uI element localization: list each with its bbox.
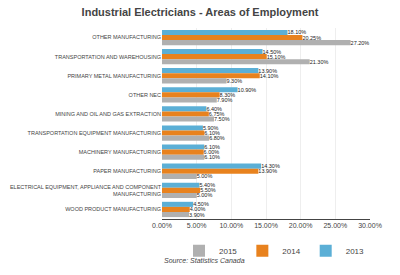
svg-text:3.90%: 3.90% [189,212,205,218]
svg-text:5.40%: 5.40% [199,182,215,188]
svg-text:14.30%: 14.30% [261,163,280,169]
svg-text:6.10%: 6.10% [204,154,220,160]
svg-text:10.00%: 10.00% [219,222,243,229]
svg-text:6.75%: 6.75% [209,111,225,117]
svg-text:5.00%: 5.00% [197,173,213,179]
svg-text:5.50%: 5.50% [200,187,216,193]
svg-text:20.25%: 20.25% [302,35,321,41]
svg-text:27.20%: 27.20% [351,40,370,46]
svg-text:18.10%: 18.10% [287,29,306,35]
svg-text:10.90%: 10.90% [238,87,257,93]
svg-text:5.00%: 5.00% [197,192,213,198]
svg-text:2015: 2015 [219,247,237,256]
svg-text:6.10%: 6.10% [204,144,220,150]
svg-text:8.30%: 8.30% [220,92,236,98]
svg-text:4.00%: 4.00% [190,206,206,212]
svg-text:Industrial Electricians - Area: Industrial Electricians - Areas of Emplo… [82,6,319,18]
svg-text:TRANSPORTATION EQUIPMENT MANUF: TRANSPORTATION EQUIPMENT MANUFACTURING [28,130,161,136]
svg-text:TRANSPORTATION AND WAREHOUSING: TRANSPORTATION AND WAREHOUSING [55,54,161,60]
svg-text:5.00%: 5.00% [187,222,207,229]
svg-text:OTHER NEC: OTHER NEC [129,92,161,98]
svg-text:9.30%: 9.30% [226,78,242,84]
svg-text:0.00%: 0.00% [152,222,172,229]
svg-text:WOOD PRODUCT MANUFACTURING: WOOD PRODUCT MANUFACTURING [65,206,161,212]
svg-text:15.10%: 15.10% [267,54,286,60]
svg-text:Source: Statistics Canada: Source: Statistics Canada [164,257,245,264]
svg-text:21.30%: 21.30% [310,59,329,65]
svg-text:6.80%: 6.80% [209,135,225,141]
svg-text:MINING AND OIL AND GAS EXTRACT: MINING AND OIL AND GAS EXTRACTION [55,111,161,117]
svg-text:ELECTRICAL EQUIPMENT, APPLIANC: ELECTRICAL EQUIPMENT, APPLIANCE AND COMP… [10,184,162,197]
svg-text:30.00%: 30.00% [358,222,382,229]
svg-text:PRIMARY METAL MANUFACTURING: PRIMARY METAL MANUFACTURING [67,73,161,79]
svg-text:PAPER MANUFACTURING: PAPER MANUFACTURING [93,168,161,174]
svg-text:5.90%: 5.90% [203,125,219,131]
svg-text:13.90%: 13.90% [258,68,277,74]
svg-text:14.10%: 14.10% [260,73,279,79]
svg-text:25.00%: 25.00% [323,222,347,229]
svg-text:15.00%: 15.00% [254,222,278,229]
svg-text:20.00%: 20.00% [289,222,313,229]
svg-text:7.50%: 7.50% [214,116,230,122]
svg-text:2013: 2013 [346,247,364,256]
svg-text:2014: 2014 [282,247,300,256]
svg-text:7.90%: 7.90% [217,97,233,103]
svg-text:4.50%: 4.50% [193,201,209,207]
svg-text:MACHINERY MANUFACTURING: MACHINERY MANUFACTURING [79,149,161,155]
svg-text:6.00%: 6.00% [204,149,220,155]
svg-text:14.50%: 14.50% [263,49,282,55]
svg-text:OTHER MANUFACTURING: OTHER MANUFACTURING [92,34,161,40]
svg-text:13.90%: 13.90% [258,168,277,174]
svg-text:6.10%: 6.10% [204,130,220,136]
svg-text:6.40%: 6.40% [206,106,222,112]
